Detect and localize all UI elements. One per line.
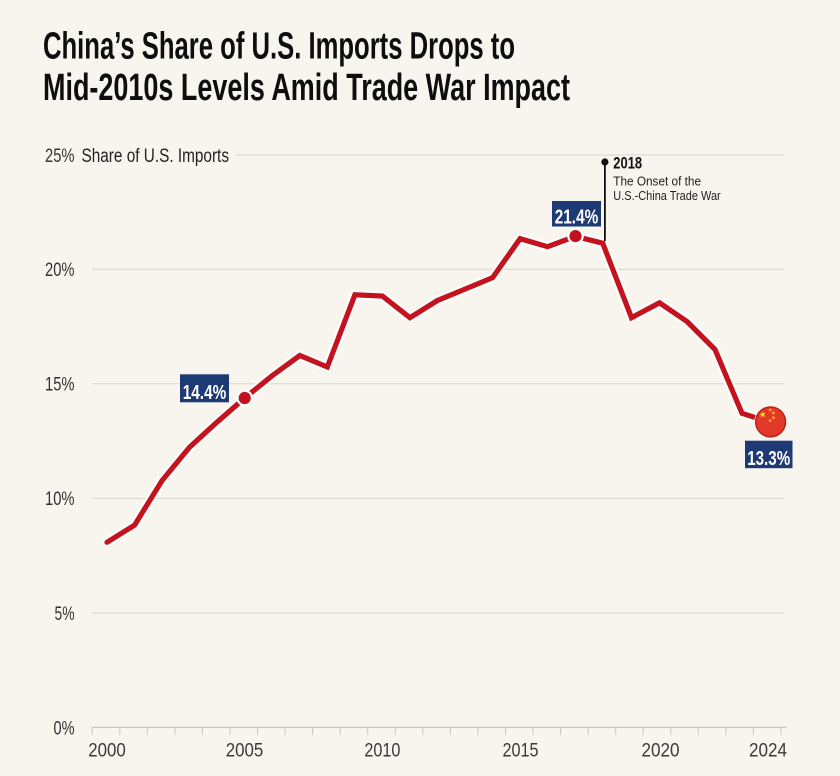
svg-text:Mid-2010s Levels Amid Trade Wa: Mid-2010s Levels Amid Trade War Impact [43,67,570,109]
svg-text:2005: 2005 [226,740,264,762]
svg-text:The Onset of the: The Onset of the [613,173,701,188]
svg-text:China’s Share of U.S. Imports: China’s Share of U.S. Imports Drops to [43,26,515,68]
svg-text:2000: 2000 [88,740,126,762]
svg-text:21.4%: 21.4% [555,207,599,229]
svg-text:2024: 2024 [749,740,787,762]
svg-text:13.3%: 13.3% [747,448,790,470]
svg-text:Share of U.S. Imports: Share of U.S. Imports [82,146,230,167]
svg-text:10%: 10% [45,489,75,510]
svg-text:25%: 25% [45,146,75,167]
svg-text:2018: 2018 [613,154,642,172]
svg-text:0%: 0% [54,719,75,740]
svg-text:U.S.-China Trade War: U.S.-China Trade War [613,188,721,203]
svg-text:2015: 2015 [503,740,539,762]
svg-text:14.4%: 14.4% [183,382,227,404]
svg-text:2010: 2010 [364,740,400,762]
svg-text:5%: 5% [55,604,75,625]
svg-text:20%: 20% [45,260,75,281]
svg-text:15%: 15% [45,375,75,396]
svg-text:2020: 2020 [642,740,680,762]
